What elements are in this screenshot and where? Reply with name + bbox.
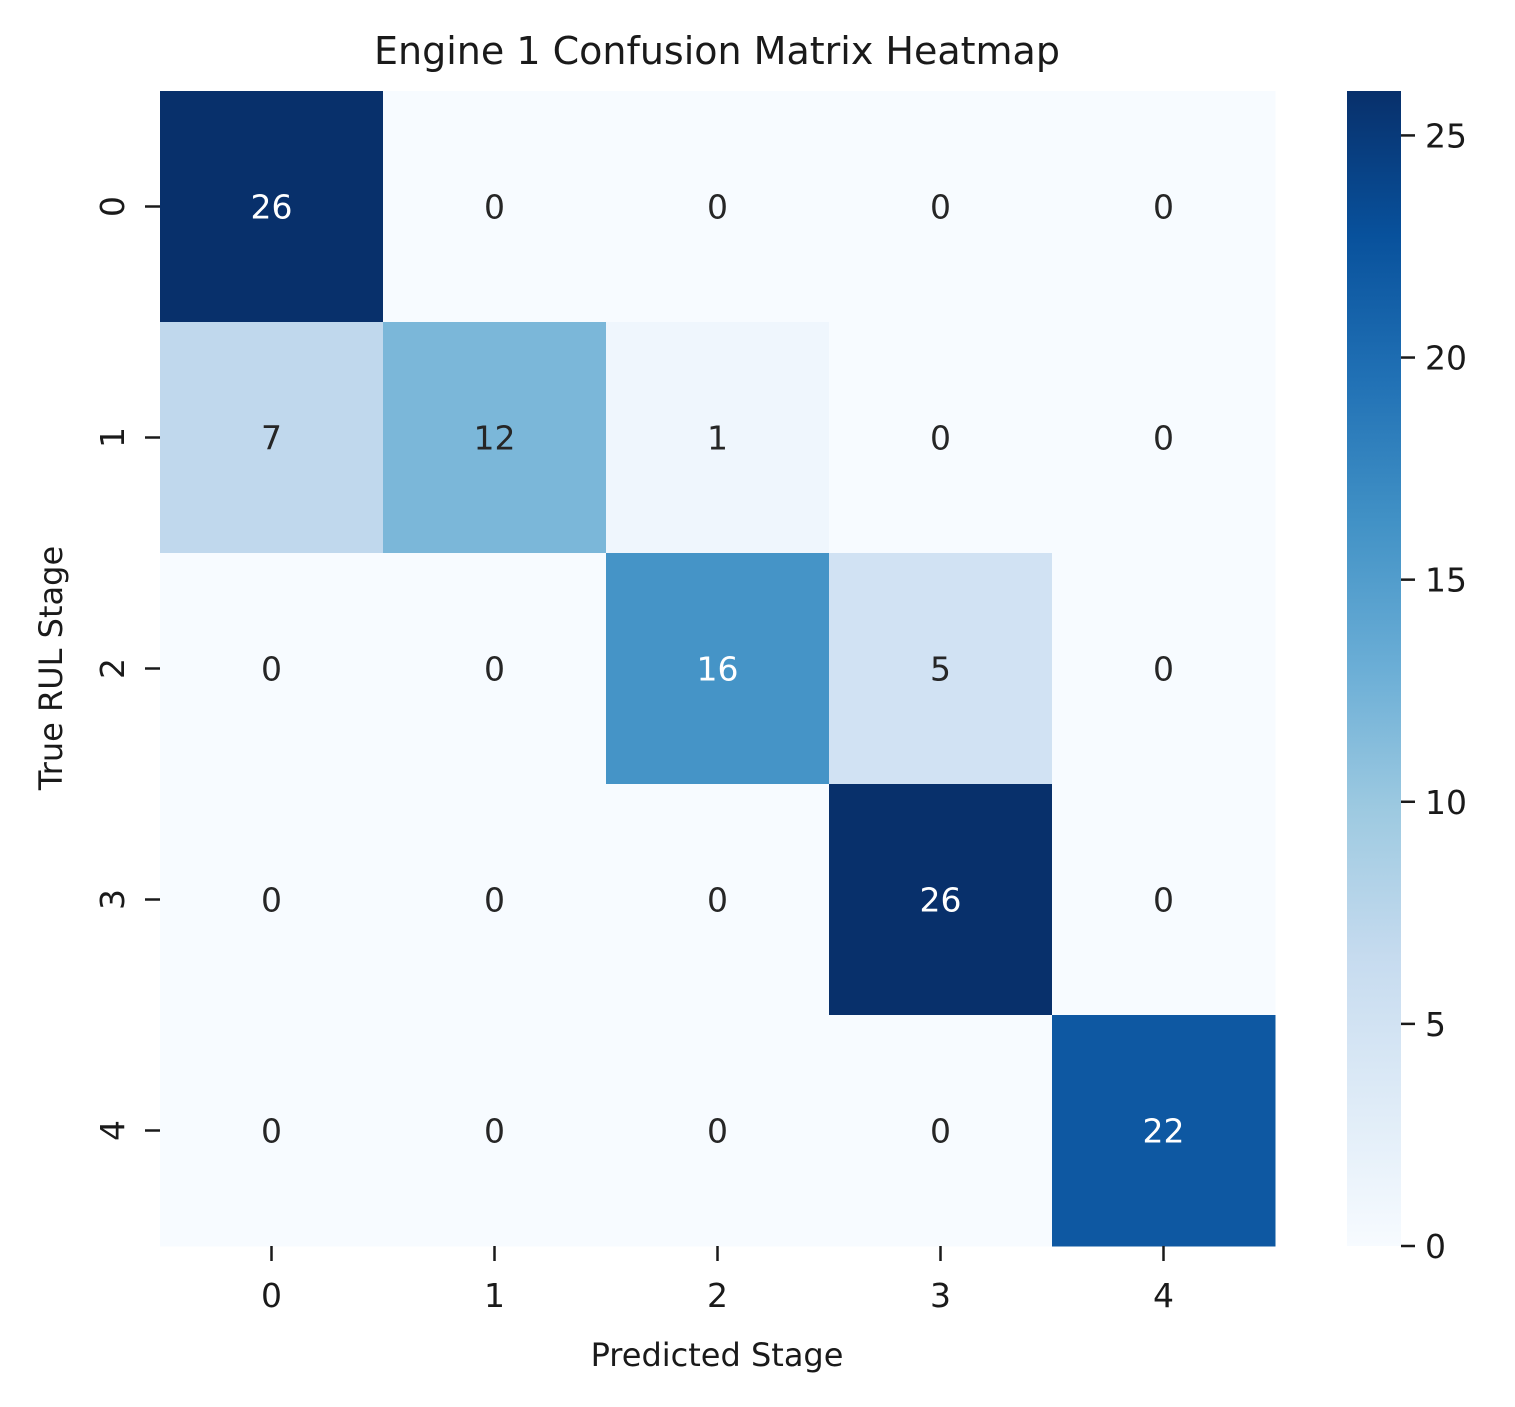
y-axis: 0 1 2 3 4	[93, 196, 160, 1141]
cell-value-r0-c0: 26	[251, 188, 293, 227]
y-tick-label-3: 3	[93, 889, 132, 910]
heatmap-cell-r2-c4	[1052, 553, 1276, 785]
heatmap-cell-r4-c2	[606, 1015, 830, 1247]
cell-value-r1-c4: 0	[1153, 419, 1174, 458]
x-tick-label-4: 4	[1153, 1276, 1174, 1315]
colorbar-tick-label-4: 20	[1425, 339, 1467, 378]
heatmap-cell-r3-c2	[606, 784, 830, 1016]
cell-value-r3-c3: 26	[920, 881, 962, 920]
heatmap-cells	[160, 91, 1276, 1247]
y-tick-label-0: 0	[93, 196, 132, 217]
heatmap-cell-r3-c3	[829, 784, 1053, 1016]
cell-value-r4-c4: 22	[1143, 1112, 1185, 1151]
heatmap-cell-r1-c2	[606, 322, 830, 554]
cell-value-r2-c0: 0	[261, 650, 282, 689]
cell-value-r1-c2: 1	[707, 419, 728, 458]
colorbar-tick-label-0: 0	[1425, 1227, 1446, 1266]
heatmap-cell-r3-c1	[383, 784, 607, 1016]
heatmap-cell-r1-c4	[1052, 322, 1276, 554]
heatmap-cell-r3-c4	[1052, 784, 1276, 1016]
cell-value-r0-c2: 0	[707, 188, 728, 227]
colorbar-ticks: 0 5 10 15 20 25	[1401, 116, 1467, 1266]
cell-value-r4-c1: 0	[484, 1112, 505, 1151]
heatmap-cell-r0-c0	[160, 91, 384, 323]
heatmap-cell-r2-c0	[160, 553, 384, 785]
cell-value-r0-c1: 0	[484, 188, 505, 227]
cell-value-r2-c4: 0	[1153, 650, 1174, 689]
cell-value-r1-c1: 12	[474, 419, 516, 458]
heatmap-cell-labels: 26 0 0 0 0 7 12 1 0 0 0 0 16 5 0 0 0 0 26 0 0 0 0 0 22	[251, 188, 1185, 1151]
heatmap-cell-r4-c0	[160, 1015, 384, 1247]
y-tick-label-4: 4	[93, 1120, 132, 1141]
x-tick-label-1: 1	[484, 1276, 505, 1315]
heatmap-cell-r0-c3	[829, 91, 1053, 323]
colorbar	[1347, 91, 1401, 1246]
heatmap-cell-r2-c3	[829, 553, 1053, 785]
cell-value-r3-c2: 0	[707, 881, 728, 920]
cell-value-r1-c0: 7	[261, 419, 282, 458]
cell-value-r2-c3: 5	[930, 650, 951, 689]
cell-value-r3-c0: 0	[261, 881, 282, 920]
y-tick-label-1: 1	[93, 427, 132, 448]
colorbar-tick-label-5: 25	[1425, 116, 1467, 155]
colorbar-tick-label-2: 10	[1425, 783, 1467, 822]
colorbar-tick-label-3: 15	[1425, 561, 1467, 600]
heatmap-cell-r2-c1	[383, 553, 607, 785]
heatmap-cell-r0-c4	[1052, 91, 1276, 323]
cell-value-r2-c2: 16	[697, 650, 739, 689]
heatmap-cell-r0-c2	[606, 91, 830, 323]
heatmap-cell-r2-c2	[606, 553, 830, 785]
x-tick-label-0: 0	[261, 1276, 282, 1315]
heatmap-cell-r0-c1	[383, 91, 607, 323]
x-axis-label: Predicted Stage	[591, 1336, 844, 1374]
cell-value-r4-c2: 0	[707, 1112, 728, 1151]
colorbar-tick-label-1: 5	[1425, 1005, 1446, 1044]
heatmap-cell-r4-c3	[829, 1015, 1053, 1247]
cell-value-r2-c1: 0	[484, 650, 505, 689]
heatmap-cell-r1-c1	[383, 322, 607, 554]
heatmap-cell-r4-c1	[383, 1015, 607, 1247]
heatmap-cell-r1-c3	[829, 322, 1053, 554]
cell-value-r0-c3: 0	[930, 188, 951, 227]
y-tick-label-2: 2	[93, 658, 132, 679]
cell-value-r4-c3: 0	[930, 1112, 951, 1151]
x-tick-label-3: 3	[930, 1276, 951, 1315]
heatmap-cell-r4-c4	[1052, 1015, 1276, 1247]
x-axis: 0 1 2 3 4	[261, 1246, 1174, 1315]
heatmap-cell-r1-c0	[160, 322, 384, 554]
heatmap-cell-r3-c0	[160, 784, 384, 1016]
cell-value-r0-c4: 0	[1153, 188, 1174, 227]
cell-value-r3-c4: 0	[1153, 881, 1174, 920]
cell-value-r3-c1: 0	[484, 881, 505, 920]
cell-value-r4-c0: 0	[261, 1112, 282, 1151]
cell-value-r1-c3: 0	[930, 419, 951, 458]
x-tick-label-2: 2	[707, 1276, 728, 1315]
y-axis-label: True RUL Stage	[32, 546, 70, 791]
chart-title: Engine 1 Confusion Matrix Heatmap	[374, 29, 1060, 73]
